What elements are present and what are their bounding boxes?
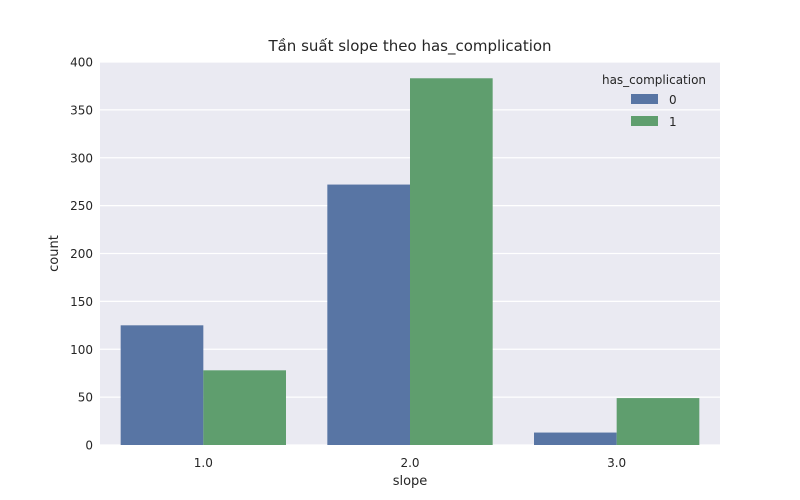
legend-label-1: 1 [669,115,677,129]
y-tick-label: 250 [70,199,93,213]
y-tick-label: 50 [78,391,93,405]
legend-title: has_complication [602,73,706,87]
y-tick-label: 150 [70,295,93,309]
chart-title: Tần suất slope theo has_complication [267,37,551,56]
x-axis-label: slope [393,474,428,489]
bars [120,78,700,445]
legend: has_complication 0 1 [602,73,706,129]
y-tick-label: 300 [70,151,93,165]
y-axis-label: count [47,235,62,272]
legend-swatch-1 [631,116,658,126]
y-tick-label: 400 [70,56,93,70]
x-tick-label: 3.0 [607,456,626,470]
bar-0-2.0 [327,184,410,445]
bar-0-1.0 [120,325,204,445]
y-tick-label: 100 [70,343,93,357]
y-tick-labels: 0 50 100 150 200 250 300 350 400 [70,56,93,453]
legend-swatch-0 [631,94,658,104]
bar-1-1.0 [203,370,286,445]
y-tick-label: 350 [70,103,93,117]
x-tick-label: 2.0 [400,456,419,470]
x-tick-labels: 1.0 2.0 3.0 [194,456,626,470]
y-tick-label: 0 [85,439,93,453]
legend-label-0: 0 [669,93,677,107]
bar-1-3.0 [616,398,700,445]
bar-0-3.0 [534,432,617,445]
bar-1-2.0 [410,78,493,445]
x-tick-label: 1.0 [194,456,213,470]
y-tick-label: 200 [70,247,93,261]
